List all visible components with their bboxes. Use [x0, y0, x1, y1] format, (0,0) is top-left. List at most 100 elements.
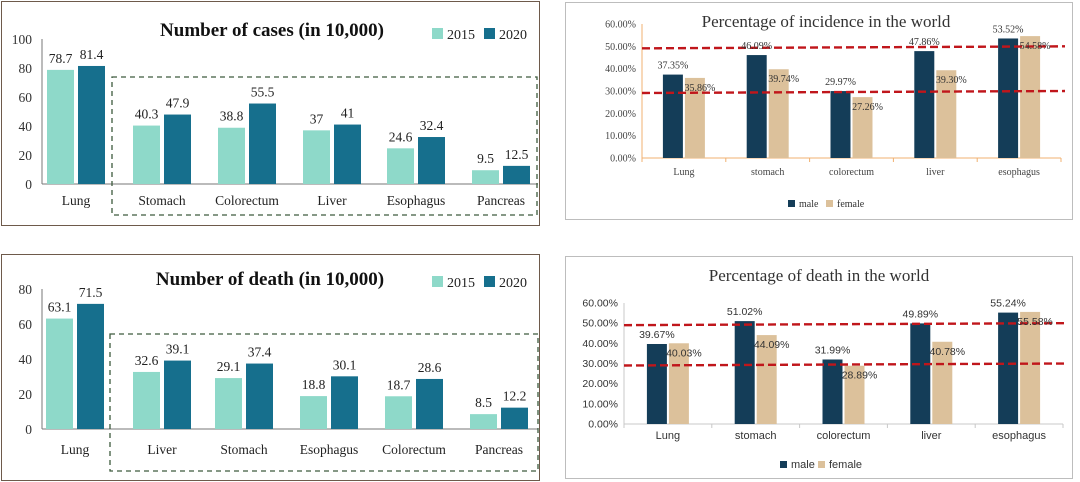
data-label-male: 31.99% — [815, 344, 851, 356]
deaths-chart: Number of death (in 10,000) 0 20 40 60 80 63.… — [19, 269, 539, 472]
bar-2020-esophagus — [418, 137, 445, 184]
category-label: Stomach — [138, 193, 185, 208]
bar-female-esophagus — [1020, 311, 1041, 424]
bar-female-colorectum — [844, 365, 865, 424]
y-tick-label: 60.00% — [605, 20, 636, 31]
y-tick-label: 20.00% — [605, 109, 636, 120]
cases-chart-title: Number of cases (in 10,000) — [160, 20, 384, 41]
category-label: Pancreas — [475, 442, 523, 457]
bar-male-esophagus — [998, 38, 1019, 158]
data-label: 37.4 — [248, 345, 272, 360]
data-label-female: 39.74% — [768, 74, 799, 85]
legend-swatch-male — [788, 200, 795, 207]
bar-male-liver — [914, 51, 935, 158]
bar-2020-colorectum — [416, 378, 443, 429]
cases-chart-panel: Number of cases (in 10,000) 0 20 40 60 80 100… — [1, 1, 540, 226]
y-tick-label: 50.00% — [605, 42, 636, 53]
bar-2020-esophagus — [331, 376, 358, 429]
death-pct-chart-panel: Percentage of death in the world 0.00% 10… — [565, 256, 1073, 479]
category-label: Stomach — [220, 442, 267, 457]
y-tick-label: 0.00% — [588, 419, 618, 431]
bar-2020-lung — [78, 65, 105, 184]
legend-swatch-2015 — [432, 28, 443, 39]
data-label: 29.1 — [217, 359, 241, 374]
data-label-male: 55.24% — [990, 298, 1026, 310]
bar-male-lung — [646, 343, 667, 424]
death-pct-chart: Percentage of death in the world 0.00% 10… — [582, 266, 1068, 471]
data-label: 9.5 — [477, 151, 494, 166]
bar-2015-lung — [47, 69, 74, 184]
bar-2020-liver — [334, 124, 361, 184]
data-label: 30.1 — [333, 357, 357, 372]
dashed-highlight-box — [111, 76, 538, 216]
bar-2015-liver — [133, 371, 160, 429]
y-tick-label: 20.00% — [582, 378, 618, 390]
legend-label-female: female — [837, 199, 865, 210]
bar-female-liver — [932, 341, 953, 424]
data-label: 81.4 — [80, 47, 104, 62]
y-tick-label: 40.00% — [605, 64, 636, 75]
y-tick-label: 80 — [19, 61, 33, 76]
y-tick-label: 60 — [19, 90, 33, 105]
data-label: 24.6 — [389, 129, 413, 144]
data-label-male: 29.97% — [825, 77, 856, 88]
data-label-female: 40.78% — [929, 346, 965, 358]
category-label: colorectum — [817, 430, 871, 442]
legend-swatch-2020 — [484, 276, 495, 287]
data-label-female: 40.03% — [666, 347, 702, 359]
category-label: Liver — [317, 193, 347, 208]
bar-2015-colorectum — [218, 127, 245, 184]
data-label: 40.3 — [135, 107, 159, 122]
data-label: 28.6 — [418, 360, 442, 375]
data-label: 38.8 — [220, 109, 244, 124]
bar-2015-lung — [46, 318, 73, 429]
bar-2015-esophagus — [300, 396, 327, 429]
deaths-plot-area: 0 20 40 60 80 63.1 71.5 Lung 32.6 39.1 Liver 29.1 37… — [19, 276, 539, 472]
category-label: Liver — [147, 442, 177, 457]
data-label-male: 46.09% — [741, 41, 772, 52]
death-pct-plot-area: 0.00% 10.00% 20.00% 30.00% 40.00% 50.00% 60.00… — [582, 298, 1068, 471]
reference-line-50 — [623, 321, 1068, 327]
bar-female-colorectum — [852, 97, 873, 158]
bar-2015-stomach — [133, 125, 160, 184]
bar-male-stomach — [734, 321, 755, 424]
legend-label-male: male — [791, 459, 815, 471]
legend-swatch-male — [780, 461, 787, 468]
data-label: 41 — [341, 106, 355, 121]
data-label-male: 51.02% — [727, 306, 763, 318]
bar-male-colorectum — [830, 91, 851, 158]
y-tick-label: 0 — [25, 177, 32, 192]
data-label-female: 44.09% — [754, 339, 790, 351]
y-tick-label: 10.00% — [582, 398, 618, 410]
data-label: 47.9 — [166, 96, 190, 111]
reference-line-50 — [641, 45, 1066, 50]
bar-2020-pancreas — [501, 407, 528, 429]
category-label: Lung — [62, 193, 91, 208]
bar-2015-stomach — [215, 378, 242, 429]
data-label-male: 39.67% — [639, 329, 675, 341]
bar-male-esophagus — [998, 312, 1019, 424]
data-label-female: 39.30% — [936, 75, 967, 86]
bar-female-stomach — [756, 335, 777, 424]
y-tick-label: 30.00% — [582, 358, 618, 370]
reference-line-30 — [641, 89, 1066, 95]
data-label: 18.7 — [387, 377, 411, 392]
legend-label-2015: 2015 — [447, 28, 475, 43]
data-label-female: 55.58% — [1017, 316, 1053, 328]
data-label: 12.2 — [503, 389, 527, 404]
bar-female-lung — [684, 77, 705, 158]
bar-female-stomach — [768, 69, 789, 158]
category-label: Lung — [61, 442, 90, 457]
category-label: esophagus — [992, 430, 1046, 442]
legend-label-male: male — [799, 199, 819, 210]
y-tick-label: 10.00% — [605, 131, 636, 142]
category-label: stomach — [751, 167, 784, 178]
bar-2020-pancreas — [503, 165, 530, 184]
category-label: Esophagus — [300, 442, 359, 457]
legend-swatch-2015 — [432, 276, 443, 287]
deaths-chart-title: Number of death (in 10,000) — [156, 269, 384, 290]
bar-2015-pancreas — [472, 170, 499, 184]
data-label: 39.1 — [166, 342, 190, 357]
cases-chart: Number of cases (in 10,000) 0 20 40 60 80 100… — [12, 20, 538, 216]
data-label-male: 47.86% — [909, 37, 940, 48]
